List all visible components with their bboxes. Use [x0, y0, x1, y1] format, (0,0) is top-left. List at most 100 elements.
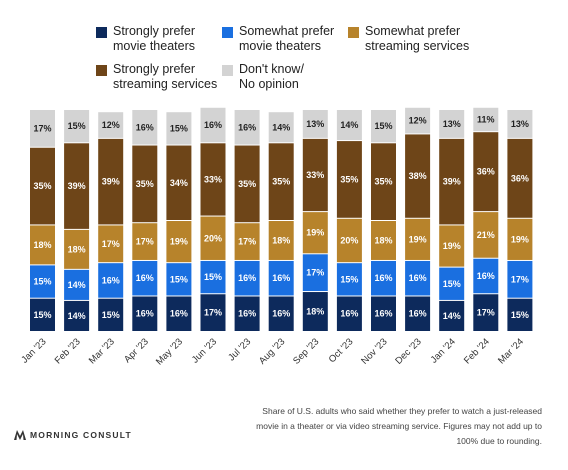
bar-segment: [473, 107, 499, 132]
data-label: 16%: [238, 309, 256, 319]
data-label: 15%: [170, 123, 188, 133]
legend-item-strongly-theaters[interactable]: Strongly prefer movie theaters: [96, 24, 195, 54]
data-label: 16%: [136, 122, 154, 132]
data-label: 17%: [477, 308, 495, 318]
x-tick-label: Oct '23: [327, 336, 356, 365]
data-label: 18%: [68, 244, 86, 254]
bar-segment: [405, 134, 431, 218]
data-label: 19%: [170, 237, 188, 247]
data-label: 34%: [170, 178, 188, 188]
bar-segment: [30, 110, 55, 147]
data-label: 35%: [374, 177, 392, 187]
data-label: 14%: [272, 122, 290, 132]
bar-segment: [166, 112, 192, 145]
data-label: 16%: [374, 309, 392, 319]
legend-item-somewhat-streaming[interactable]: Somewhat prefer streaming services: [348, 24, 469, 54]
bar-segment: [98, 298, 124, 331]
x-tick-label: Jan '24: [429, 336, 458, 365]
bar-segment: [98, 263, 124, 298]
x-tick-label: Jun '23: [190, 336, 219, 365]
data-label: 16%: [102, 275, 120, 285]
bar-segment: [302, 254, 328, 292]
bar-segment: [473, 258, 499, 294]
footnote: Share of U.S. adults who said whether th…: [256, 406, 542, 446]
bar-segment: [268, 260, 294, 296]
x-tick-label: Mar '23: [87, 336, 117, 366]
data-label: 16%: [409, 273, 427, 283]
data-label: 19%: [306, 228, 324, 238]
bar-segment: [371, 221, 396, 260]
data-label: 18%: [33, 240, 51, 250]
bar-segment: [405, 107, 431, 134]
data-label: 15%: [170, 274, 188, 284]
data-label: 16%: [374, 273, 392, 283]
legend-label: Somewhat prefer movie theaters: [239, 24, 335, 53]
bar-segment: [473, 132, 499, 212]
bar-segment: [405, 296, 431, 331]
data-label: 18%: [306, 307, 324, 317]
data-label: 13%: [511, 119, 529, 129]
bar-segment: [268, 296, 294, 331]
legend-item-dont-know[interactable]: Don't know/ No opinion: [222, 62, 304, 92]
bar-segment: [64, 143, 90, 229]
data-label: 15%: [511, 310, 529, 320]
legend-item-strongly-streaming[interactable]: Strongly prefer streaming services: [96, 62, 217, 92]
x-tick-label: Apr '23: [122, 336, 151, 365]
bar-segment: [200, 143, 226, 216]
bar-segment: [336, 263, 362, 296]
bar-segment: [166, 296, 192, 331]
data-label: 14%: [68, 311, 86, 321]
bar-segment: [302, 110, 328, 138]
data-label: 16%: [170, 309, 188, 319]
data-label: 15%: [204, 272, 222, 282]
x-tick-label: Dec '23: [393, 336, 423, 366]
data-label: 15%: [374, 121, 392, 131]
bar-segment: [336, 296, 362, 331]
x-tick-label: Jan '23: [19, 336, 48, 365]
bar-segment: [132, 260, 158, 296]
data-label: 17%: [102, 239, 120, 249]
data-label: 11%: [477, 114, 495, 124]
legend-swatch: [96, 65, 107, 76]
bar-segment: [30, 147, 55, 225]
bar-segment: [30, 265, 55, 298]
data-label: 17%: [511, 274, 529, 284]
data-label: 20%: [340, 235, 358, 245]
x-tick-label: Feb '23: [53, 336, 83, 366]
bar-segment: [302, 212, 328, 254]
data-label: 36%: [477, 167, 495, 177]
bar-segment: [98, 225, 124, 263]
data-label: 16%: [409, 309, 427, 319]
data-label: 14%: [443, 311, 461, 321]
bar-segment: [371, 110, 396, 143]
x-tick-label: Jul '23: [226, 336, 253, 363]
bar-segment: [200, 107, 226, 143]
data-label: 17%: [238, 237, 256, 247]
bar-segment: [234, 145, 260, 223]
data-label: 14%: [340, 120, 358, 130]
data-label: 33%: [204, 174, 222, 184]
data-label: 15%: [33, 310, 51, 320]
data-label: 15%: [102, 310, 120, 320]
data-label: 39%: [68, 181, 86, 191]
bar-segment: [439, 267, 465, 300]
legend-item-somewhat-theaters[interactable]: Somewhat prefer movie theaters: [222, 24, 334, 54]
bar-segment: [132, 223, 158, 260]
x-tick-label: Aug '23: [257, 336, 287, 366]
data-label: 16%: [136, 309, 154, 319]
bar-segment: [234, 296, 260, 331]
bar-segment: [336, 110, 362, 141]
bar-segment: [200, 216, 226, 260]
bar-segment: [405, 218, 431, 260]
legend: Strongly prefer movie theaters Somewhat …: [0, 0, 568, 100]
bar-segment: [64, 300, 90, 331]
bar-segment: [268, 221, 294, 260]
bar-segment: [132, 110, 158, 145]
data-label: 36%: [511, 173, 529, 183]
data-label: 16%: [272, 273, 290, 283]
bar-segment: [302, 292, 328, 331]
bar-segment: [473, 212, 499, 258]
bar-segment: [336, 141, 362, 218]
bar-segment: [473, 294, 499, 331]
bar-segment: [268, 112, 294, 143]
